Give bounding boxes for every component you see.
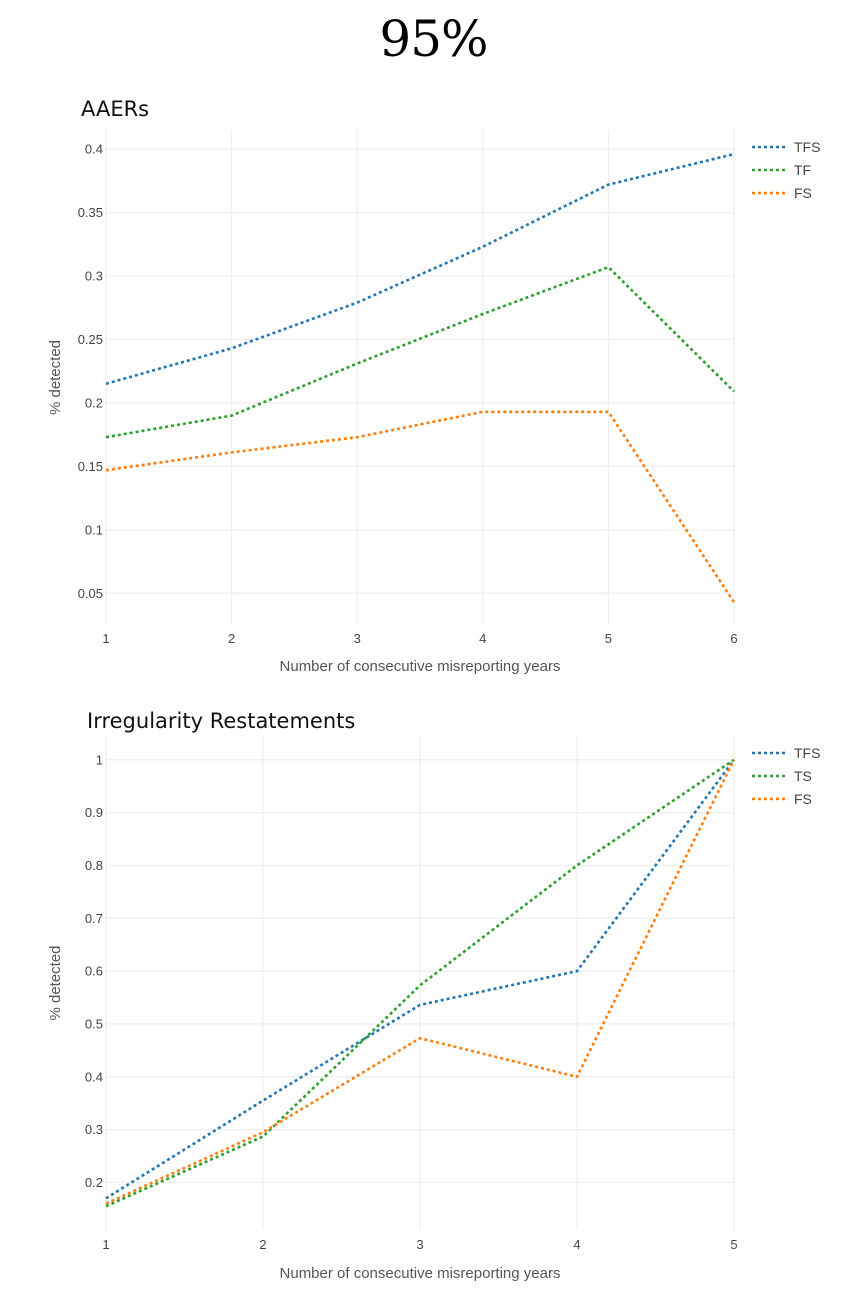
series-line-tfs	[105, 152, 735, 386]
legend-label-tfs[interactable]: TFS	[794, 139, 820, 155]
chart-title-irregularity-restatements: Irregularity Restatements	[87, 709, 356, 733]
x-tick-label: 1	[102, 1237, 109, 1252]
figure-title: 95%	[379, 10, 488, 68]
y-tick-label: 0.1	[85, 522, 103, 537]
chart-aaers: 0.05 0.1 0.15 0.2 0.25 0.3 0.35 0.4 1 2 3 4 5 6 Number…	[47, 130, 820, 675]
series-line-tf	[105, 265, 735, 439]
x-tick-label: 2	[259, 1237, 266, 1252]
y-tick-label: 0.7	[85, 911, 103, 926]
y-tick-label: 0.5	[85, 1016, 103, 1031]
x-tick-label: 4	[573, 1237, 580, 1252]
x-tick-label: 3	[416, 1237, 423, 1252]
y-tick-label: 0.8	[85, 858, 103, 873]
y-tick-label: 0.4	[85, 142, 103, 157]
y-tick-label: 0.3	[85, 1122, 103, 1137]
y-tick-label: 0.2	[85, 1175, 103, 1190]
legend-label-ts[interactable]: TS	[794, 768, 812, 784]
y-axis-label: % detected	[47, 340, 64, 415]
legend-label-tfs[interactable]: TFS	[794, 745, 820, 761]
y-tick-label: 0.9	[85, 805, 103, 820]
y-tick-label: 0.4	[85, 1069, 103, 1084]
x-tick-label: 6	[730, 631, 737, 646]
legend-label-fs[interactable]: FS	[794, 791, 812, 807]
x-axis-label: Number of consecutive misreporting years	[280, 1265, 561, 1282]
chart-title-aaers: AAERs	[81, 97, 150, 121]
series-line-fs	[105, 759, 736, 1205]
y-tick-label: 0.6	[85, 964, 103, 979]
series-line-ts	[105, 758, 735, 1208]
y-axis-label: % detected	[47, 945, 64, 1020]
series-line-tfs	[105, 759, 736, 1200]
x-tick-label: 5	[605, 631, 612, 646]
x-axis-label: Number of consecutive misreporting years	[280, 658, 561, 675]
x-tick-label: 1	[102, 631, 109, 646]
y-tick-label: 0.3	[85, 268, 103, 283]
x-tick-label: 4	[479, 631, 486, 646]
x-tick-label: 2	[228, 631, 235, 646]
y-tick-label: 0.15	[78, 459, 103, 474]
y-tick-label: 0.35	[78, 205, 103, 220]
legend-label-fs[interactable]: FS	[794, 185, 812, 201]
y-tick-label: 0.05	[78, 586, 103, 601]
x-tick-label: 3	[354, 631, 361, 646]
y-tick-label: 0.25	[78, 332, 103, 347]
legend-label-tf[interactable]: TF	[794, 162, 811, 178]
x-tick-label: 5	[730, 1237, 737, 1252]
y-tick-label: 1	[96, 752, 103, 767]
y-tick-label: 0.2	[85, 395, 103, 410]
